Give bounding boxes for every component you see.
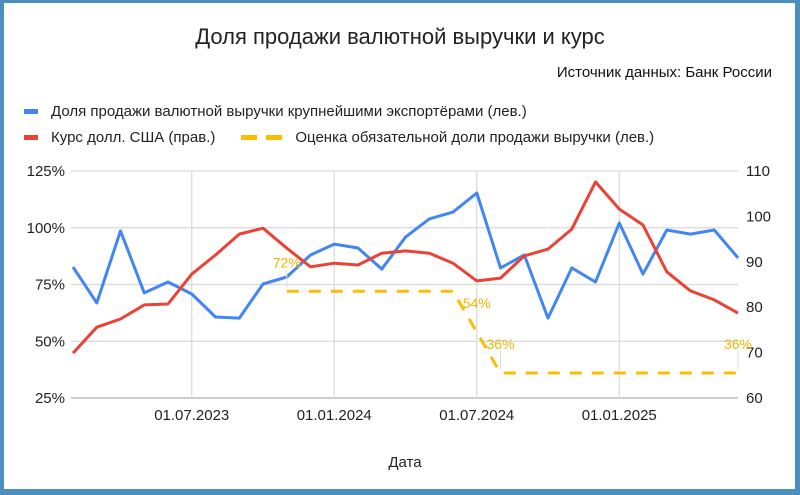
data-label: 72%	[273, 254, 301, 270]
x-tick-label: 01.01.2025	[582, 407, 657, 424]
y-right-tick-label: 90	[746, 254, 763, 271]
legend: Доля продажи валютной выручки крупнейшим…	[24, 98, 680, 150]
legend-swatch-blue-icon	[24, 108, 38, 114]
chart-title: Доля продажи валютной выручки и курс	[195, 24, 605, 49]
legend-item-export-share[interactable]: Доля продажи валютной выручки крупнейшим…	[24, 103, 527, 120]
x-tick-label: 01.07.2024	[439, 407, 514, 424]
y-right-tick-label: 110	[746, 163, 770, 180]
chart-source: Источник данных: Банк России	[556, 64, 772, 81]
legend-swatch-red-icon	[24, 134, 38, 140]
x-tick-label: 01.01.2024	[297, 407, 372, 424]
data-label: 36%	[724, 336, 752, 352]
y-left-tick-label: 25%	[35, 390, 65, 407]
series-line-mandatory-share	[286, 289, 738, 375]
legend-swatch-dashed-yellow-icon	[241, 134, 283, 140]
series-line-usd-rate	[71, 180, 739, 355]
x-tick-label: 01.07.2023	[154, 407, 229, 424]
y-right-tick-label: 100	[746, 208, 771, 225]
x-axis-title: Дата	[388, 454, 422, 471]
y-right-tick-label: 70	[746, 345, 763, 362]
y-left-tick-label: 50%	[35, 333, 65, 350]
legend-label: Доля продажи валютной выручки крупнейшим…	[51, 102, 527, 120]
y-left-tick-label: 125%	[27, 163, 65, 180]
legend-label: Курс долл. США (прав.)	[51, 128, 216, 146]
y-right-tick-label: 60	[746, 390, 763, 407]
y-left-tick-label: 75%	[35, 277, 65, 294]
legend-label: Оценка обязательной доли продажи выручки…	[295, 128, 655, 146]
data-label: 54%	[463, 295, 491, 311]
legend-item-usd-rate[interactable]: Курс долл. США (прав.)	[24, 129, 215, 146]
y-left-tick-label: 100%	[27, 220, 65, 237]
legend-item-mandatory-share[interactable]: Оценка обязательной доли продажи выручки…	[241, 129, 654, 146]
data-label: 36%	[486, 336, 514, 352]
series-line-export-share	[71, 191, 740, 320]
y-right-tick-label: 80	[746, 299, 763, 316]
